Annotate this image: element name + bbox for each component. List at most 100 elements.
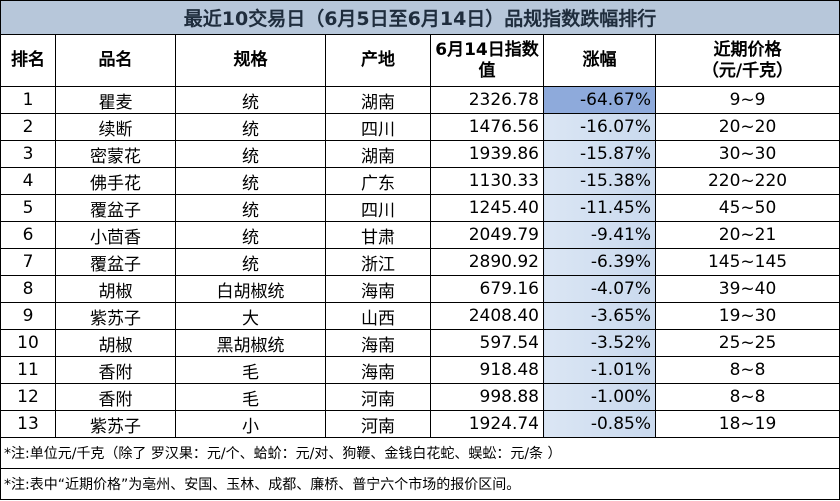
table-row: 7 覆盆子统浙江 2890.92 -6.39% 145~145 xyxy=(0,248,840,276)
table-cell: 瞿麦 xyxy=(55,86,176,114)
note: *注:表中“近期价格”为亳州、安国、玉林、成都、廉桥、普宁六个市场的报价区间。 xyxy=(0,468,840,500)
header-line: （元/千克） xyxy=(701,60,794,81)
table-cell: 2326.78 xyxy=(430,86,544,114)
table-cell: -6.39% xyxy=(543,248,656,276)
table-cell: 3 xyxy=(0,140,56,168)
table-cell: 45~50 xyxy=(654,194,840,222)
table-cell: 统 xyxy=(175,140,326,168)
table-row: 5 覆盆子统四川 1245.40 -11.45% 45~50 xyxy=(0,194,840,222)
table-cell: -15.38% xyxy=(543,167,656,195)
table-cell: 7 xyxy=(0,248,56,276)
table-cell: 1 xyxy=(0,86,56,114)
table-cell: 1476.56 xyxy=(430,113,544,141)
header-cell: 品名 xyxy=(55,34,176,87)
table-cell: -4.07% xyxy=(543,275,656,303)
table-cell: 广东 xyxy=(325,167,431,195)
table-cell: 统 xyxy=(175,113,326,141)
table-cell: 紫苏子 xyxy=(55,302,176,330)
table-row: 11 香附毛海南 918.48 -1.01% 8~8 xyxy=(0,356,840,384)
table-cell: 19~30 xyxy=(654,302,840,330)
table-row: 4 佛手花统广东 1130.33 -15.38% 220~220 xyxy=(0,167,840,195)
table-cell: 甘肃 xyxy=(325,221,431,249)
table-cell: 湖南 xyxy=(325,140,431,168)
table-cell: 续断 xyxy=(55,113,176,141)
table-cell: 四川 xyxy=(325,113,431,141)
table-cell: 白胡椒统 xyxy=(175,275,326,303)
table-body: 1 瞿麦统湖南 2326.78 -64.67% 9~9 2 续断统四川 1476.56 -16.… xyxy=(0,86,840,500)
table-cell: 紫苏子 xyxy=(55,410,176,438)
table-cell: 2049.79 xyxy=(430,221,544,249)
table-cell: 145~145 xyxy=(654,248,840,276)
header-line: 近期价格 xyxy=(713,39,782,60)
table-cell: -3.65% xyxy=(543,302,656,330)
table-cell: 8 xyxy=(0,275,56,303)
table-row: 6 小茴香统甘肃 2049.79 -9.41% 20~21 xyxy=(0,221,840,249)
table-cell: 9~9 xyxy=(654,86,840,114)
table-cell: 小 xyxy=(175,410,326,438)
table-cell: 10 xyxy=(0,329,56,357)
table-cell: 河南 xyxy=(325,410,431,438)
table-cell: 山西 xyxy=(325,302,431,330)
table-cell: 佛手花 xyxy=(55,167,176,195)
table-cell: -15.87% xyxy=(543,140,656,168)
table-cell: 海南 xyxy=(325,329,431,357)
table-title: 最近10交易日（6月5日至6月14日）品规指数跌幅排行 xyxy=(0,0,840,35)
note-row: *注:单位元/千克（除了 罗汉果：元/个、蛤蚧：元/对、狗鞭、金钱白花蛇、蜈蚣：… xyxy=(0,437,840,469)
table-cell: 25~25 xyxy=(654,329,840,357)
header-cell: 规格 xyxy=(175,34,326,87)
table-cell: 毛 xyxy=(175,383,326,411)
table-cell: 1130.33 xyxy=(430,167,544,195)
table-cell: 998.88 xyxy=(430,383,544,411)
table-cell: -16.07% xyxy=(543,113,656,141)
table-cell: 统 xyxy=(175,167,326,195)
table-cell: 小茴香 xyxy=(55,221,176,249)
table-cell: 统 xyxy=(175,194,326,222)
table-row: 12 香附毛河南 998.88 -1.00% 8~8 xyxy=(0,383,840,411)
table-cell: 39~40 xyxy=(654,275,840,303)
table-cell: 4 xyxy=(0,167,56,195)
table-cell: -0.85% xyxy=(543,410,656,438)
header-cell: 6月14日指数值 xyxy=(430,34,544,87)
table-cell: 河南 xyxy=(325,383,431,411)
table-cell: 海南 xyxy=(325,275,431,303)
table-row: 2 续断统四川 1476.56 -16.07% 20~20 xyxy=(0,113,840,141)
table-cell: 30~30 xyxy=(654,140,840,168)
table-cell: 覆盆子 xyxy=(55,248,176,276)
table-cell: -11.45% xyxy=(543,194,656,222)
table-cell: 18~19 xyxy=(654,410,840,438)
table-cell: 1924.74 xyxy=(430,410,544,438)
header-cell: 涨幅 xyxy=(543,34,656,87)
header-cell: 排名 xyxy=(0,34,56,87)
table-cell: 2 xyxy=(0,113,56,141)
note: *注:单位元/千克（除了 罗汉果：元/个、蛤蚧：元/对、狗鞭、金钱白花蛇、蜈蚣：… xyxy=(0,437,840,469)
table-cell: 覆盆子 xyxy=(55,194,176,222)
table-cell: 香附 xyxy=(55,356,176,384)
table-cell: -9.41% xyxy=(543,221,656,249)
table-cell: 2408.40 xyxy=(430,302,544,330)
header-cell: 近期价格 （元/千克） xyxy=(654,34,840,87)
table-cell: 9 xyxy=(0,302,56,330)
table-cell: 胡椒 xyxy=(55,329,176,357)
table-cell: 918.48 xyxy=(430,356,544,384)
table-cell: 2890.92 xyxy=(430,248,544,276)
table-row: 10 胡椒 黑胡椒统 海南 597.54 -3.52% 25~25 xyxy=(0,329,840,357)
header-row: 排名 品名 规格 产地 6月14日指数值 涨幅 近期价格 （元/千克） xyxy=(0,34,840,87)
table-cell: 毛 xyxy=(175,356,326,384)
table-cell: -3.52% xyxy=(543,329,656,357)
table-row: 1 瞿麦统湖南 2326.78 -64.67% 9~9 xyxy=(0,86,840,114)
table-cell: 12 xyxy=(0,383,56,411)
table-cell: 6 xyxy=(0,221,56,249)
table-row: 13 紫苏子小河南 1924.74 -0.85% 18~19 xyxy=(0,410,840,438)
table-cell: 胡椒 xyxy=(55,275,176,303)
table-cell: 5 xyxy=(0,194,56,222)
table-cell: 湖南 xyxy=(325,86,431,114)
table-cell: 统 xyxy=(175,248,326,276)
note-row: *注:表中“近期价格”为亳州、安国、玉林、成都、廉桥、普宁六个市场的报价区间。 xyxy=(0,468,840,500)
table-cell: 8~8 xyxy=(654,383,840,411)
table-cell: 597.54 xyxy=(430,329,544,357)
table-cell: 统 xyxy=(175,86,326,114)
table-cell: 1939.86 xyxy=(430,140,544,168)
table-cell: 四川 xyxy=(325,194,431,222)
